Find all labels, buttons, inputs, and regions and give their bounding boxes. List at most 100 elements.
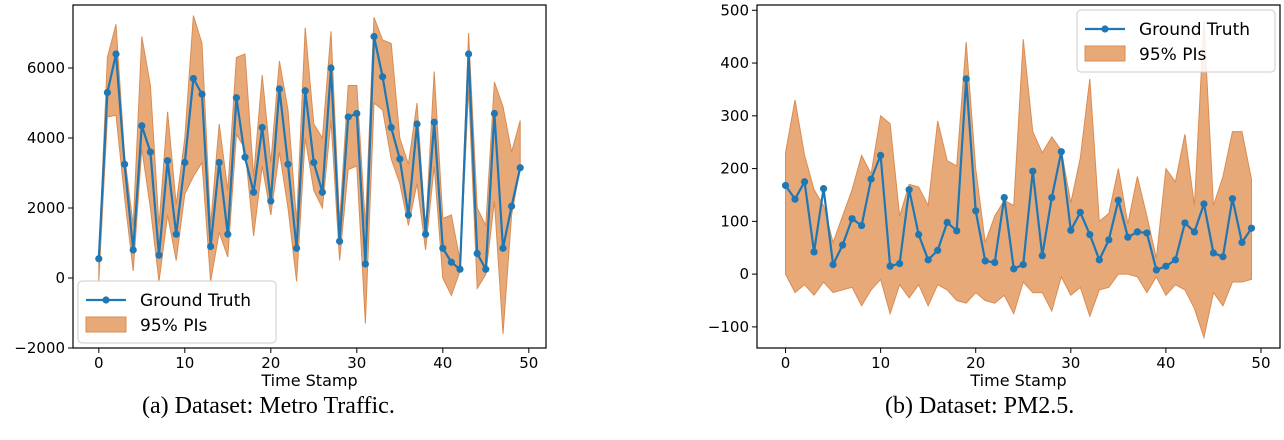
legend-label: Ground Truth — [140, 291, 251, 311]
ground-truth-point — [924, 256, 932, 264]
caption-pm25: (b) Dataset: PM2.5. — [885, 393, 1075, 419]
ground-truth-point — [1076, 208, 1084, 216]
ground-truth-point — [482, 265, 490, 273]
chart-1: 0 10 20 30 40 50 −100 0 100 200 300 400 500 Time Stam… — [708, 1, 1281, 390]
ground-truth-point — [275, 85, 283, 93]
ground-truth-point — [1095, 256, 1103, 264]
ground-truth-point — [490, 109, 498, 118]
ground-truth-point — [981, 257, 989, 265]
y-tick-label: 0 — [739, 265, 749, 283]
ground-truth-point — [103, 88, 111, 97]
ground-truth-point — [224, 230, 232, 238]
ground-truth-point — [258, 123, 266, 132]
ground-truth-point — [301, 87, 309, 95]
ground-truth-point — [215, 158, 223, 167]
ground-truth-point — [1219, 253, 1227, 261]
ground-truth-point — [886, 262, 894, 270]
y-tick-label: 100 — [720, 212, 749, 230]
ground-truth-point — [146, 148, 154, 156]
legend: Ground Truth 95% PIs — [77, 280, 277, 344]
ground-truth-point — [1086, 230, 1094, 239]
ground-truth-point — [172, 230, 180, 238]
legend-band-swatch — [85, 316, 127, 333]
ground-truth-point — [189, 74, 197, 83]
ground-truth-point — [1019, 261, 1027, 269]
ground-truth-point — [972, 207, 980, 215]
ground-truth-point — [1010, 265, 1018, 273]
ground-truth-point — [829, 261, 837, 269]
y-tick-label: −2000 — [14, 339, 65, 357]
ground-truth-point — [1048, 194, 1056, 202]
ground-truth-point — [1228, 195, 1237, 203]
ground-truth-point — [293, 244, 301, 252]
ground-truth-point — [991, 258, 999, 267]
ground-truth-point — [934, 246, 942, 254]
y-tick-label: 6000 — [27, 59, 65, 77]
ground-truth-point — [284, 160, 292, 168]
x-tick-label: 50 — [519, 354, 538, 372]
legend: Ground Truth 95% PIs — [1076, 9, 1276, 73]
ground-truth-point — [1162, 262, 1170, 270]
chart-0: 0 10 20 30 40 50 −2000 0 2000 4000 6000 Time Stamp G… — [14, 4, 547, 390]
x-tick-label: 0 — [94, 354, 104, 372]
ground-truth-point — [164, 157, 172, 165]
ground-truth-point — [232, 94, 240, 102]
x-tick-label: 10 — [175, 354, 194, 372]
x-tick-label: 20 — [966, 354, 985, 372]
ground-truth-point — [95, 255, 103, 263]
ground-truth-point — [508, 202, 516, 210]
ground-truth-point — [267, 197, 275, 205]
ground-truth-point — [867, 175, 875, 183]
ground-truth-point — [361, 260, 369, 268]
ground-truth-point — [413, 120, 421, 128]
ground-truth-point — [1067, 226, 1075, 234]
ground-truth-point — [430, 118, 438, 126]
ground-truth-point — [121, 160, 129, 168]
ground-truth-point — [112, 50, 120, 58]
ground-truth-point — [1190, 228, 1199, 236]
ground-truth-point — [1247, 224, 1256, 232]
ground-truth-point — [953, 227, 961, 235]
y-tick-label: 200 — [720, 160, 749, 178]
y-tick-label: 2000 — [27, 199, 65, 217]
ground-truth-point — [781, 181, 790, 190]
ground-truth-point — [439, 244, 447, 252]
ground-truth-point — [155, 251, 163, 259]
ground-truth-point — [1209, 249, 1218, 257]
ground-truth-point — [327, 64, 335, 72]
ground-truth-point — [198, 90, 206, 98]
ground-truth-point — [404, 211, 412, 219]
ground-truth-point — [336, 237, 344, 245]
ground-truth-point — [129, 246, 137, 254]
ground-truth-point — [370, 32, 378, 41]
ground-truth-point — [1105, 236, 1113, 244]
ground-truth-point — [1038, 252, 1046, 260]
y-tick-label: 500 — [720, 1, 749, 19]
ground-truth-point — [905, 186, 913, 194]
x-tick-label: 40 — [433, 354, 452, 372]
ground-truth-point — [915, 230, 923, 239]
ground-truth-point — [422, 230, 430, 238]
plot-frame — [72, 4, 547, 349]
x-tick-label: 30 — [347, 354, 366, 372]
ground-truth-point — [465, 50, 473, 58]
x-tick-label: 10 — [871, 354, 890, 372]
x-axis-label: Time Stamp — [260, 371, 357, 390]
y-tick-label: 300 — [720, 107, 749, 125]
x-tick-label: 30 — [1061, 354, 1080, 372]
ground-truth-point — [473, 249, 481, 258]
ground-truth-point — [838, 241, 847, 249]
ground-truth-point — [1171, 256, 1179, 264]
ground-truth-point — [387, 123, 395, 132]
ground-truth-point — [800, 178, 809, 186]
ground-truth-point — [943, 218, 951, 227]
plot-frame — [756, 4, 1281, 349]
ground-truth-point — [310, 158, 318, 167]
ground-truth-point — [962, 75, 970, 83]
ground-truth-point — [819, 185, 828, 193]
y-tick-label: 400 — [720, 54, 749, 72]
ground-truth-point — [516, 164, 524, 172]
ground-truth-point — [877, 151, 885, 159]
x-axis-label: Time Stamp — [969, 371, 1066, 390]
